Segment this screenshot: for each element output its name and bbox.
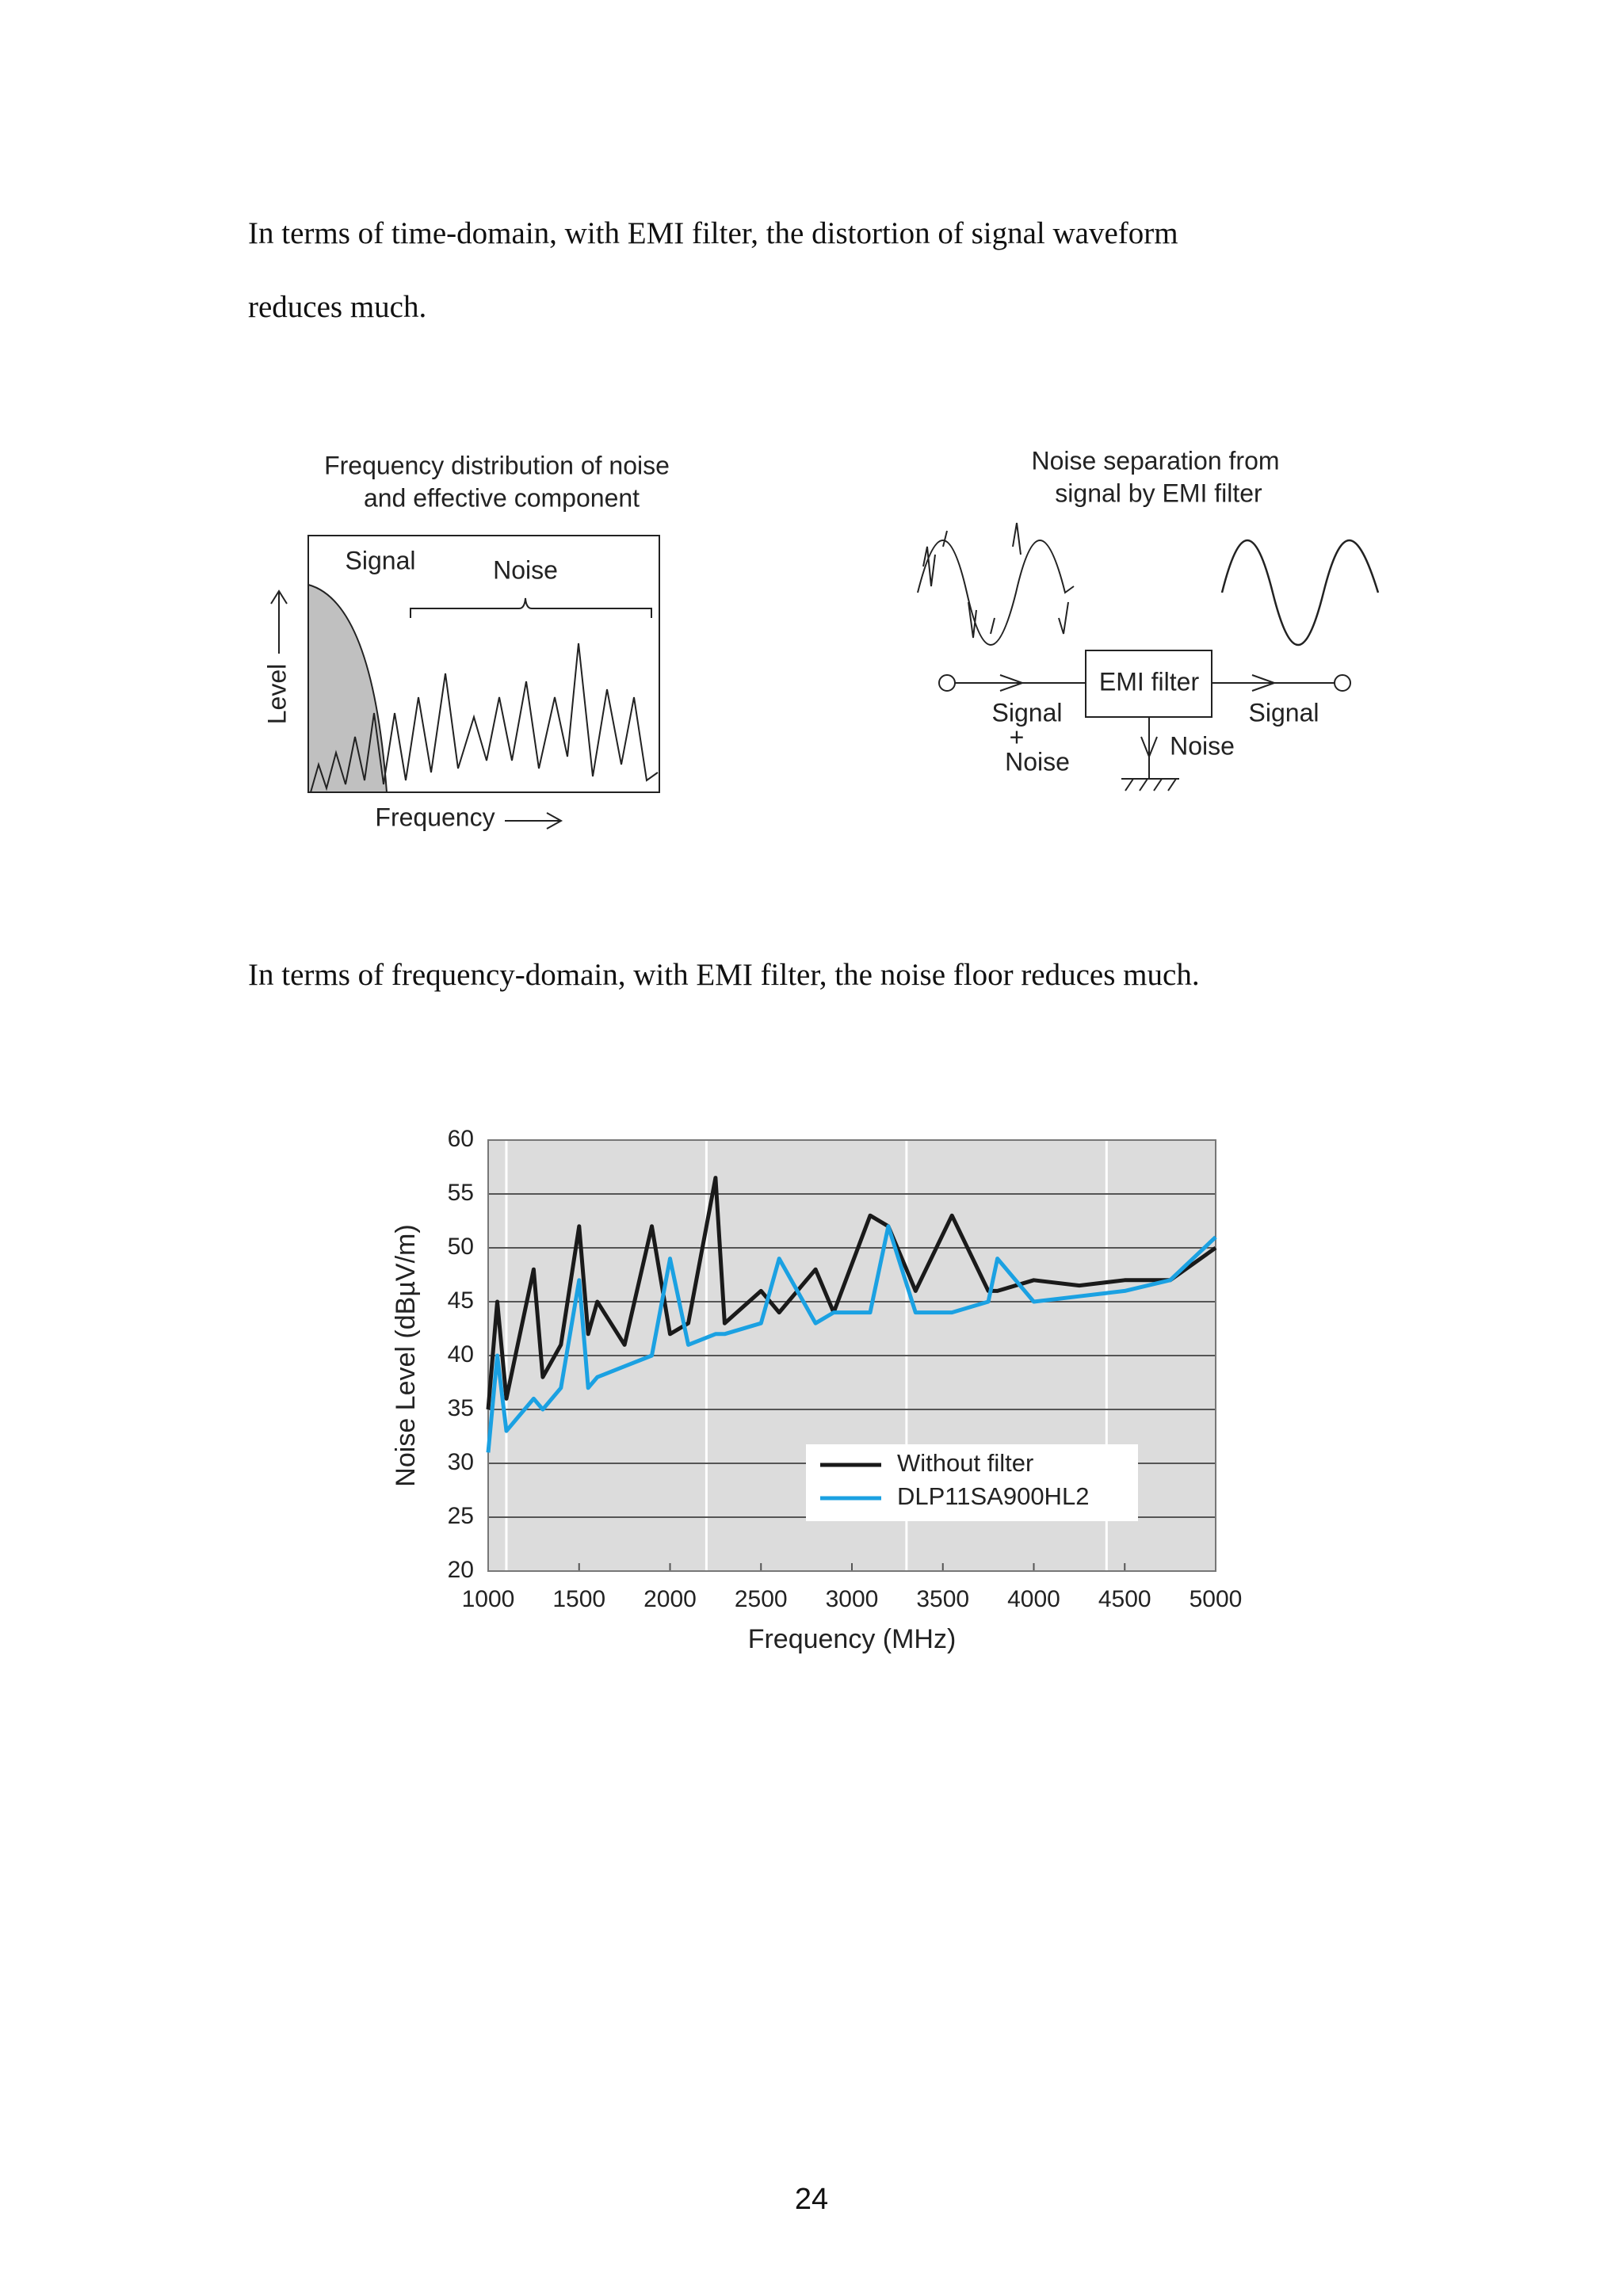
noise-curve <box>310 643 659 793</box>
diagrams: Frequency distribution of noise and effe… <box>262 446 1380 831</box>
y-tick-label: 20 <box>448 1557 474 1583</box>
arrow <box>270 589 288 654</box>
y-tick-label: 60 <box>448 1126 474 1152</box>
ground <box>1121 717 1179 791</box>
y-tick-label: 45 <box>448 1287 474 1314</box>
y-tick-label: 55 <box>448 1180 474 1206</box>
y-tick-label: 50 <box>448 1234 474 1260</box>
diagram-label: Noise <box>1170 731 1235 760</box>
x-tick-label: 3500 <box>916 1586 969 1612</box>
diagram-label: Noise <box>1005 747 1070 776</box>
signal-area <box>307 583 388 793</box>
paragraph: In terms of frequency-domain, with EMI f… <box>248 958 1200 992</box>
y-tick-label: 30 <box>448 1449 474 1475</box>
x-axis-title: Frequency (MHz) <box>748 1624 957 1654</box>
wire <box>955 674 1335 692</box>
x-tick-label: 2000 <box>643 1586 697 1612</box>
clean-wave <box>1220 540 1380 646</box>
diagram-label: Signal <box>1249 698 1319 727</box>
diagram-title: and effective component <box>364 483 640 512</box>
diagram-label: Signal <box>992 698 1063 727</box>
diagram-label: + <box>1010 723 1025 751</box>
terminal <box>938 674 956 692</box>
x-tick-label: 1500 <box>552 1586 605 1612</box>
paragraph: reduces much. <box>248 290 427 324</box>
y-tick-label: 35 <box>448 1395 474 1421</box>
chart: 20 25 30 35 40 45 50 55 60 1000 1500 2000 2500 3000 35… <box>391 1126 1243 1654</box>
legend-label: Without filter <box>897 1449 1033 1477</box>
paragraph: In terms of time-domain, with EMI filter… <box>248 216 1178 250</box>
y-axis-title: Noise Level (dBµV/m) <box>391 1224 421 1486</box>
legend-box <box>806 1444 1138 1521</box>
arrow <box>505 812 563 830</box>
x-tick-label: 4000 <box>1007 1586 1060 1612</box>
x-tick-label: 2500 <box>735 1586 788 1612</box>
x-tick-label: 3000 <box>826 1586 879 1612</box>
plot-frame <box>487 1139 1216 1572</box>
brace <box>410 597 652 618</box>
diagram-title: signal by EMI filter <box>1055 479 1262 507</box>
legend-label: DLP11SA900HL2 <box>897 1482 1089 1510</box>
y-tick-label: 25 <box>448 1503 474 1529</box>
x-tick-label: 5000 <box>1190 1586 1243 1612</box>
series-line <box>486 1224 1217 1453</box>
diagram-label: Frequency <box>375 803 495 831</box>
series-line <box>486 1176 1217 1410</box>
box-label: EMI filter <box>1099 667 1200 696</box>
diagram-label: Level <box>262 664 291 725</box>
x-tick-label: 4500 <box>1098 1586 1151 1612</box>
diagram-title: Noise separation from <box>1031 446 1279 475</box>
noisy-wave <box>917 522 1075 646</box>
page-number: 24 <box>794 2183 829 2216</box>
diagram-label: Signal <box>346 546 416 574</box>
diagram-title: Frequency distribution of noise <box>324 451 670 479</box>
y-tick-label: 40 <box>448 1341 474 1367</box>
diagram-label: Noise <box>493 555 558 584</box>
x-tick-label: 1000 <box>462 1586 515 1612</box>
terminal <box>1334 674 1351 692</box>
